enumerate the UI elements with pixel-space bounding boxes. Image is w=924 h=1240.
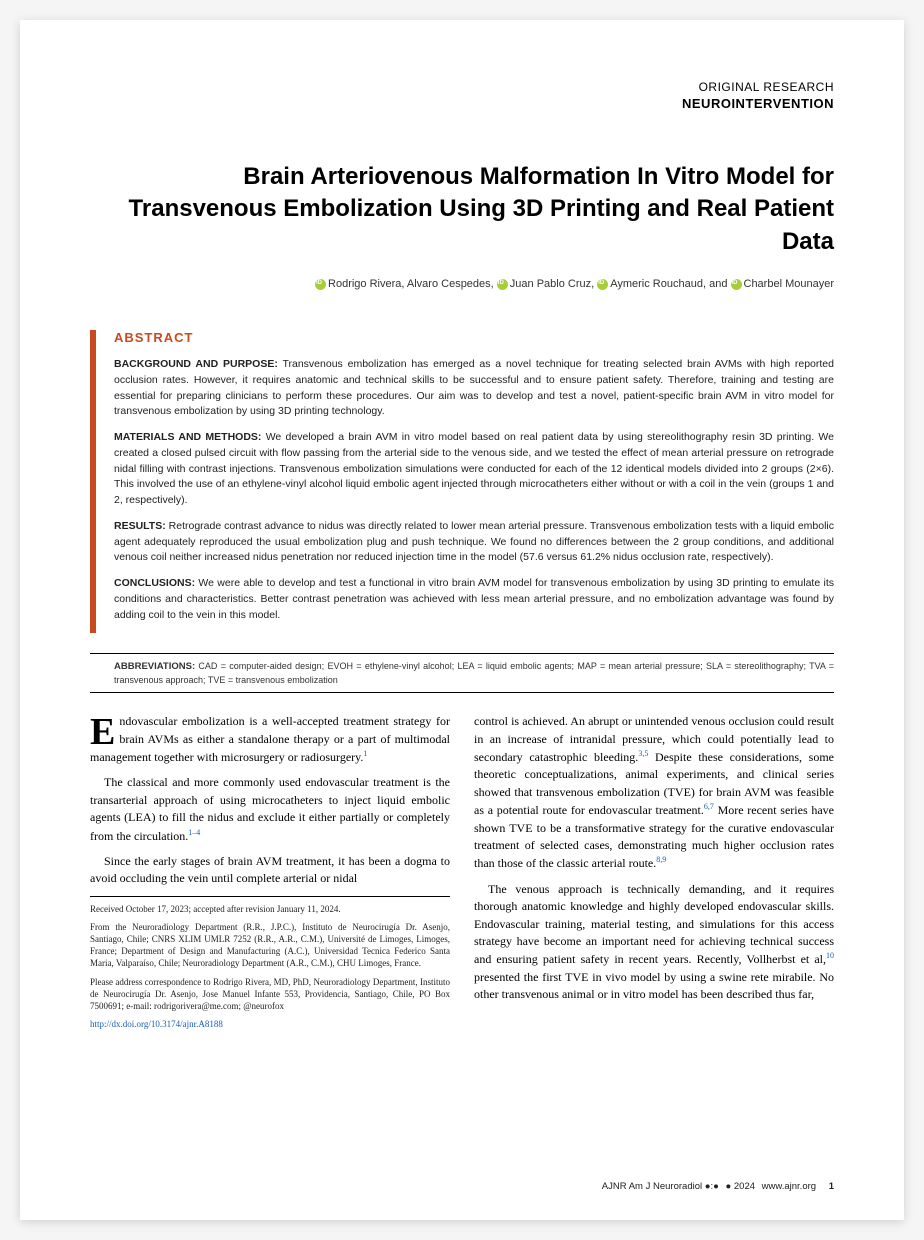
body-paragraph: Endovascular embolization is a well-acce… — [90, 713, 450, 766]
abstract-background: BACKGROUND AND PURPOSE: Transvenous embo… — [114, 357, 834, 420]
abstract-res-label: RESULTS: — [114, 520, 166, 532]
column-left: Endovascular embolization is a well-acce… — [90, 713, 450, 1180]
correspondence: Please address correspondence to Rodrigo… — [90, 976, 450, 1012]
orcid-icon[interactable] — [597, 279, 608, 290]
citation-ref[interactable]: 3,5 — [638, 749, 648, 758]
column-right: control is achieved. An abrupt or uninte… — [474, 713, 834, 1180]
doi-link[interactable]: http://dx.doi.org/10.3174/ajnr.A8188 — [90, 1019, 223, 1029]
abstract-heading: ABSTRACT — [114, 330, 834, 345]
citation-ref[interactable]: 1–4 — [188, 828, 200, 837]
body-text: presented the first TVE in vivo model by… — [474, 970, 834, 1001]
abstract-methods: MATERIALS AND METHODS: We developed a br… — [114, 430, 834, 509]
author: Aymeric Rouchaud, — [610, 278, 706, 290]
citation-ref[interactable]: 6,7 — [704, 802, 714, 811]
author-list: Rodrigo Rivera, Alvaro Cespedes, Juan Pa… — [90, 278, 834, 290]
abstract-conclusions: CONCLUSIONS: We were able to develop and… — [114, 576, 834, 623]
body-paragraph: control is achieved. An abrupt or uninte… — [474, 713, 834, 873]
citation-ref[interactable]: 1 — [363, 749, 367, 758]
abstract-mm-label: MATERIALS AND METHODS: — [114, 431, 261, 443]
body-columns: Endovascular embolization is a well-acce… — [90, 713, 834, 1180]
abstract-bg-label: BACKGROUND AND PURPOSE: — [114, 358, 278, 370]
author-conj: and — [709, 278, 730, 290]
footer-journal: AJNR Am J Neuroradiol ●:● — [602, 1181, 719, 1192]
body-paragraph: The classical and more commonly used end… — [90, 774, 450, 845]
abstract-res-text: Retrograde contrast advance to nidus was… — [114, 520, 834, 564]
body-text: The classical and more commonly used end… — [90, 775, 450, 842]
abbrev-text: CAD = computer-aided design; EVOH = ethy… — [114, 661, 834, 684]
footnotes: Received October 17, 2023; accepted afte… — [90, 903, 450, 1030]
dropcap: E — [90, 713, 119, 747]
page-number: 1 — [829, 1181, 834, 1192]
citation-ref[interactable]: 10 — [826, 951, 834, 960]
footer-year: ● 2024 — [726, 1181, 756, 1192]
abstract-con-label: CONCLUSIONS: — [114, 577, 195, 589]
author: Alvaro Cespedes, — [407, 278, 497, 290]
body-paragraph: The venous approach is technically deman… — [474, 881, 834, 1004]
journal-page: ORIGINAL RESEARCH NEUROINTERVENTION Brai… — [20, 20, 904, 1220]
body-paragraph: Since the early stages of brain AVM trea… — [90, 853, 450, 888]
footer-site: www.ajnr.org — [762, 1181, 816, 1192]
article-category: ORIGINAL RESEARCH — [90, 80, 834, 94]
footnote-divider — [90, 896, 450, 897]
orcid-icon[interactable] — [497, 279, 508, 290]
abstract-block: ABSTRACT BACKGROUND AND PURPOSE: Transve… — [90, 330, 834, 633]
abstract-con-text: We were able to develop and test a funct… — [114, 577, 834, 621]
citation-ref[interactable]: 8,9 — [656, 855, 666, 864]
article-title: Brain Arteriovenous Malformation In Vitr… — [90, 161, 834, 258]
body-text: ndovascular embolization is a well-accep… — [90, 714, 450, 764]
abbreviations-block: ABBREVIATIONS: CAD = computer-aided desi… — [90, 653, 834, 693]
received-date: Received October 17, 2023; accepted afte… — [90, 903, 450, 915]
author: Juan Pablo Cruz, — [510, 278, 597, 290]
abstract-results: RESULTS: Retrograde contrast advance to … — [114, 519, 834, 566]
affiliations: From the Neuroradiology Department (R.R.… — [90, 921, 450, 970]
orcid-icon[interactable] — [315, 279, 326, 290]
abbrev-label: ABBREVIATIONS: — [114, 661, 195, 672]
body-text: Since the early stages of brain AVM trea… — [90, 854, 450, 885]
orcid-icon[interactable] — [731, 279, 742, 290]
author: Rodrigo Rivera, — [328, 278, 404, 290]
body-text: The venous approach is technically deman… — [474, 882, 834, 967]
author: Charbel Mounayer — [744, 278, 835, 290]
page-footer: AJNR Am J Neuroradiol ●:● ● 2024 www.ajn… — [602, 1181, 834, 1192]
article-section: NEUROINTERVENTION — [90, 96, 834, 111]
